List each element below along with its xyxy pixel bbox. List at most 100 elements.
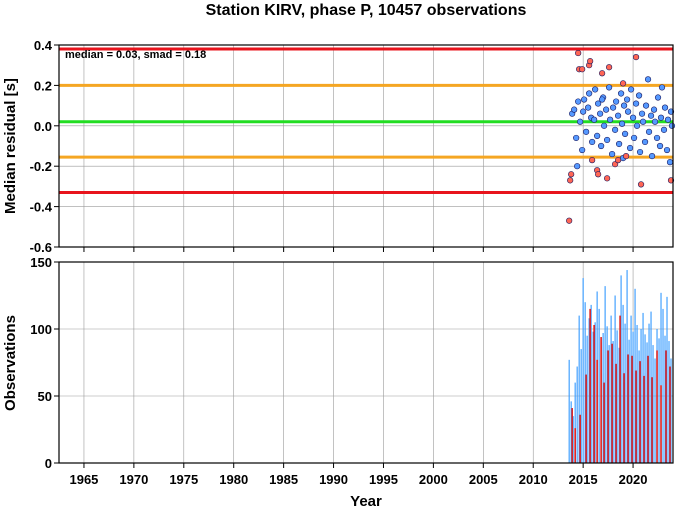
residual-point xyxy=(650,106,658,113)
observation-bar xyxy=(623,373,625,463)
residual-point xyxy=(630,134,638,142)
residual-reference-lines xyxy=(59,47,673,194)
observation-bar xyxy=(568,359,570,463)
residual-y-tick-label: -0.2 xyxy=(30,159,52,174)
observation-bars xyxy=(568,270,672,463)
observation-bar xyxy=(576,366,578,463)
residual-y-axis-label: Median residual [s] xyxy=(2,78,19,214)
residual-point xyxy=(622,153,630,160)
residual-point xyxy=(620,102,628,109)
x-tick-label: 1980 xyxy=(219,472,248,487)
residual-point xyxy=(579,146,586,154)
residual-point xyxy=(658,84,666,91)
residual-point xyxy=(614,157,622,164)
residual-point xyxy=(567,177,574,184)
residual-point xyxy=(580,108,587,115)
observation-bar xyxy=(602,333,604,463)
residual-point xyxy=(657,114,665,121)
residual-point xyxy=(594,132,601,139)
residual-point xyxy=(595,171,602,178)
residual-point xyxy=(660,126,668,133)
observations-y-tick-label: 0 xyxy=(45,456,52,471)
observation-bar xyxy=(662,308,664,463)
observation-bar xyxy=(610,315,612,463)
residual-point xyxy=(663,146,671,154)
residual-point xyxy=(566,217,573,224)
residual-point xyxy=(611,126,619,133)
observations-y-tick-label: 50 xyxy=(38,389,52,404)
observation-bar xyxy=(588,318,590,463)
stats-annotation: median = 0.03, smad = 0.18 xyxy=(65,49,206,61)
observations-plot-frame xyxy=(58,261,674,464)
observation-bar xyxy=(646,342,648,463)
observation-bar xyxy=(614,295,616,463)
residual-point xyxy=(656,142,664,150)
observation-bar xyxy=(644,334,646,463)
residual-point xyxy=(598,142,605,150)
observations-y-tick-label: 100 xyxy=(30,322,52,337)
residual-y-tick-label: -0.4 xyxy=(30,200,53,215)
observation-bar xyxy=(669,366,671,463)
residual-point xyxy=(586,90,593,97)
observation-bar xyxy=(607,350,609,463)
residual-point xyxy=(604,175,611,182)
residual-point xyxy=(599,96,606,103)
observation-bar xyxy=(666,296,668,463)
observation-bar xyxy=(580,349,582,463)
residual-point xyxy=(603,106,610,113)
residual-y-tick-label: 0.0 xyxy=(34,119,52,134)
observation-bar xyxy=(638,350,640,463)
observation-bar xyxy=(642,312,644,463)
residual-point xyxy=(635,92,643,99)
residual-point xyxy=(608,150,616,158)
residual-point xyxy=(609,104,617,111)
observation-bar xyxy=(634,288,636,463)
residual-point xyxy=(636,148,644,156)
residual-point xyxy=(637,181,645,188)
observation-bar xyxy=(603,382,605,463)
observation-bar xyxy=(632,331,634,463)
observation-bar xyxy=(640,329,642,463)
observation-bar xyxy=(652,345,654,463)
x-axis-label: Year xyxy=(350,493,382,510)
observations-y-axis-label: Observations xyxy=(2,315,19,411)
observation-bar xyxy=(574,382,576,463)
x-tick-label: 1965 xyxy=(69,472,98,487)
observation-bar xyxy=(579,414,581,463)
x-tick-label: 2000 xyxy=(419,472,448,487)
observation-bar xyxy=(635,370,637,463)
observation-bar xyxy=(636,324,638,463)
residual-y-ticks: 0.4 0.2 0.0 -0.2 -0.4 -0.6 xyxy=(30,38,634,255)
observation-bar xyxy=(626,270,628,463)
residual-point xyxy=(624,108,632,115)
observation-bar xyxy=(594,322,596,463)
observation-bar xyxy=(654,358,656,463)
residual-plot-frame xyxy=(58,44,674,248)
observations-ticks: 1965 1970 1975 1980 1985 1990 1995 2000 2005 2010… xyxy=(30,255,647,487)
observation-bar xyxy=(590,304,592,463)
x-tick-label: 1995 xyxy=(369,472,398,487)
residual-point xyxy=(615,140,623,148)
residual-point xyxy=(626,144,634,152)
residual-point xyxy=(595,100,602,107)
residual-point xyxy=(601,122,608,129)
residual-point xyxy=(648,153,656,160)
observation-bar xyxy=(570,401,572,463)
residual-point xyxy=(592,86,599,93)
residual-point xyxy=(577,118,584,125)
residual-point xyxy=(606,84,613,91)
observation-bar xyxy=(574,428,576,463)
x-tick-label: 1985 xyxy=(269,472,298,487)
residual-point xyxy=(589,138,596,146)
residual-point xyxy=(571,106,578,113)
residual-point xyxy=(583,128,590,135)
residual-point xyxy=(568,171,575,178)
observation-bar xyxy=(627,354,629,463)
observation-bar xyxy=(572,416,574,463)
residual-point xyxy=(664,116,672,123)
residual-point xyxy=(623,96,631,103)
residual-point xyxy=(587,58,594,65)
observation-bar xyxy=(631,355,633,463)
residual-point xyxy=(606,64,613,71)
observation-bar xyxy=(619,315,621,463)
